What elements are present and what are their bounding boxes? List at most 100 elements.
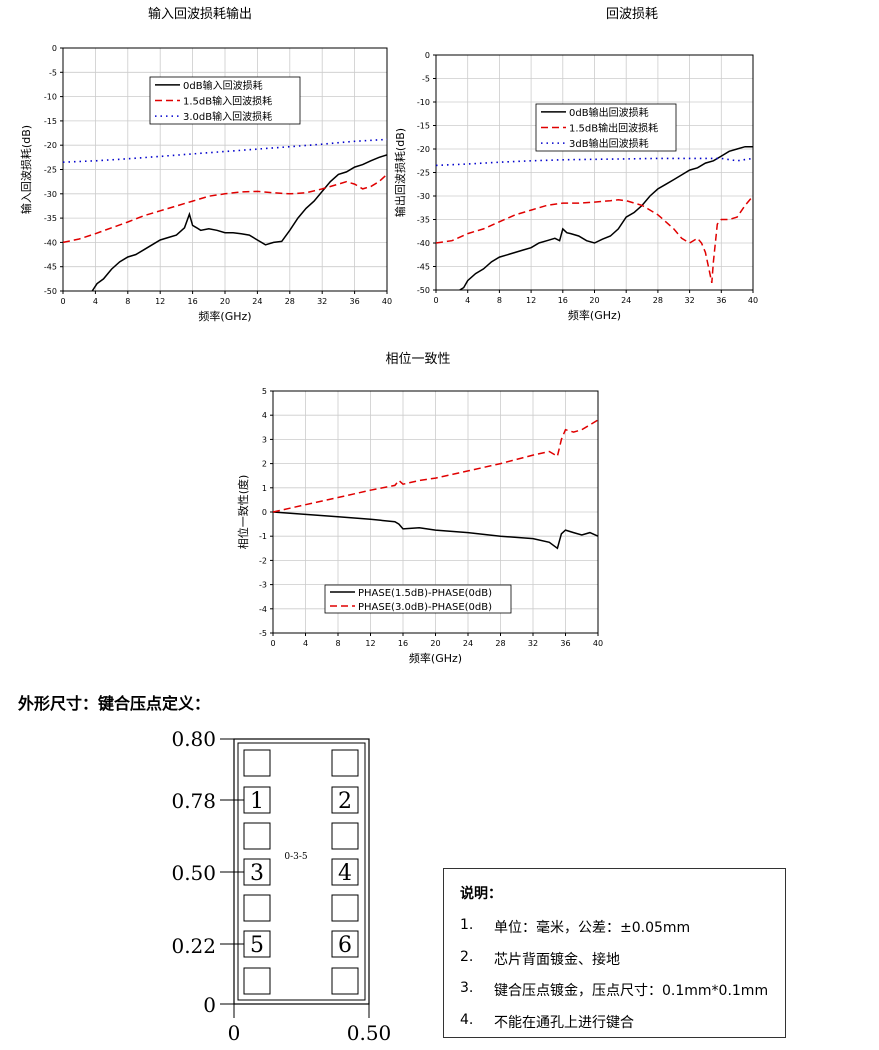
series-line-2 (62, 173, 388, 244)
y-label-022: 0.22 (171, 934, 216, 958)
pad-6 (331, 930, 359, 958)
x-tick-label: 24 (463, 639, 473, 648)
series-line-1 (459, 145, 753, 291)
legend-label: 1.5dB输出回波损耗 (569, 122, 658, 135)
chip-inner-outline (237, 742, 366, 1001)
y-tick-label: -5 (49, 68, 57, 77)
x-tick-label: 12 (365, 639, 375, 648)
y-tick-label: 2 (262, 460, 267, 469)
x-tick-label: 0 (433, 296, 438, 305)
y-tick-label: -4 (259, 605, 267, 614)
note-item: 1. 单位：毫米，公差：±0.05mm (460, 917, 771, 949)
x-tick-label: 8 (497, 296, 502, 305)
x-tick-label: 40 (593, 639, 603, 648)
x-tick-label: 28 (285, 297, 295, 306)
y-tick-label: -30 (417, 192, 430, 201)
plot-border (62, 47, 388, 292)
y-tick-label: -5 (259, 629, 267, 638)
x-tick-label: 20 (589, 296, 599, 305)
chip-outline (233, 738, 370, 1005)
notes-box: 说明： 1. 单位：毫米，公差：±0.05mm 2. 芯片背面镀金、接地 3. … (443, 868, 786, 1038)
x-tick-label: 40 (382, 297, 392, 306)
y-label-078: 0.78 (171, 789, 216, 813)
note-number: 1. (460, 917, 474, 933)
x-tick-label: 32 (685, 296, 695, 305)
pad-5 (243, 930, 271, 958)
chip-label: 0-3-5 (284, 852, 308, 862)
x-tick-label: 4 (93, 297, 98, 306)
y-tick-label: -20 (417, 145, 430, 154)
x-tick-label: 12 (526, 296, 536, 305)
y-tick-label: -15 (44, 117, 57, 126)
x-label-050: 0.50 (347, 1021, 392, 1045)
pad-1 (243, 786, 271, 814)
chart-title: 相位一致性 (385, 352, 450, 367)
x-tick-label: 4 (303, 639, 308, 648)
x-axis-label: 频率(GHz) (568, 308, 621, 322)
y-tick-label: -1 (259, 532, 267, 541)
series-line-2 (435, 195, 754, 284)
legend-label: 0dB输出回波损耗 (569, 106, 649, 119)
plot-border (435, 54, 754, 291)
legend-label: PHASE(3.0dB)-PHASE(0dB) (358, 602, 492, 613)
pad-blank (331, 822, 359, 850)
pad-2 (331, 786, 359, 814)
x-tick-label: 8 (125, 297, 130, 306)
y-tick-label: -25 (44, 166, 57, 175)
x-tick-label: 24 (252, 297, 262, 306)
y-tick-label: 1 (262, 484, 267, 493)
pad-blank (243, 749, 271, 777)
pad-blank (331, 967, 359, 995)
pad-1-label: 1 (250, 789, 264, 814)
x-tick-label: 20 (220, 297, 230, 306)
y-axis-label: 输入回波损耗(dB) (19, 125, 33, 214)
note-number: 3. (460, 980, 474, 996)
y-tick-label: -15 (417, 122, 430, 131)
y-tick-label: -10 (44, 93, 57, 102)
y-label-0: 0 (203, 993, 216, 1017)
x-tick-label: 16 (188, 297, 198, 306)
y-tick-label: 0 (52, 44, 57, 53)
x-tick-label: 40 (748, 296, 758, 305)
y-tick-label: -40 (44, 238, 57, 247)
note-item: 2. 芯片背面镀金、接地 (460, 949, 771, 981)
y-tick-label: -30 (44, 190, 57, 199)
note-text: 芯片背面镀金、接地 (494, 951, 620, 968)
series-line-2 (272, 419, 599, 513)
pad-blank (243, 822, 271, 850)
pad-4-label: 4 (338, 861, 352, 886)
y-label-050: 0.50 (171, 861, 216, 885)
x-tick-label: 28 (495, 639, 505, 648)
note-number: 2. (460, 948, 474, 965)
x-tick-label: 8 (335, 639, 340, 648)
legend-box (324, 584, 512, 614)
x-tick-label: 20 (430, 639, 440, 648)
series-line-1 (91, 154, 388, 292)
note-item: 4. 不能在通孔上进行键合 (460, 1012, 771, 1044)
note-text: 单位：毫米，公差：±0.05mm (494, 920, 691, 936)
y-tick-label: 0 (425, 51, 430, 60)
x-tick-label: 36 (560, 639, 570, 648)
pad-3 (243, 858, 271, 886)
y-tick-label: -50 (44, 287, 57, 296)
y-tick-label: -3 (259, 581, 267, 590)
pad-blank (243, 967, 271, 995)
note-item: 3. 键合压点镀金，压点尺寸：0.1mm*0.1mm (460, 980, 771, 1012)
y-tick-label: 4 (262, 411, 267, 420)
dimension-drawing: 0.80 0.78 0.50 0.22 0 0 0.50 1 2 3 4 5 6… (171, 727, 392, 1045)
legend-label: PHASE(1.5dB)-PHASE(0dB) (358, 588, 492, 599)
y-tick-label: -50 (417, 286, 430, 295)
y-tick-label: -5 (422, 75, 430, 84)
y-axis-label: 相位一致性(度) (236, 475, 250, 550)
section-title: 外形尺寸：键合压点定义： (18, 694, 211, 713)
note-text: 键合压点镀金，压点尺寸：0.1mm*0.1mm (494, 983, 769, 999)
pad-blank (243, 894, 271, 922)
x-tick-label: 32 (528, 639, 538, 648)
y-tick-label: -2 (259, 556, 267, 565)
pad-5-label: 5 (250, 933, 264, 958)
chart-title: 回波损耗 (606, 7, 658, 22)
y-tick-label: -25 (417, 169, 430, 178)
series-line-3 (62, 138, 388, 163)
y-tick-label: -40 (417, 239, 430, 248)
note-number: 4. (460, 1011, 474, 1028)
